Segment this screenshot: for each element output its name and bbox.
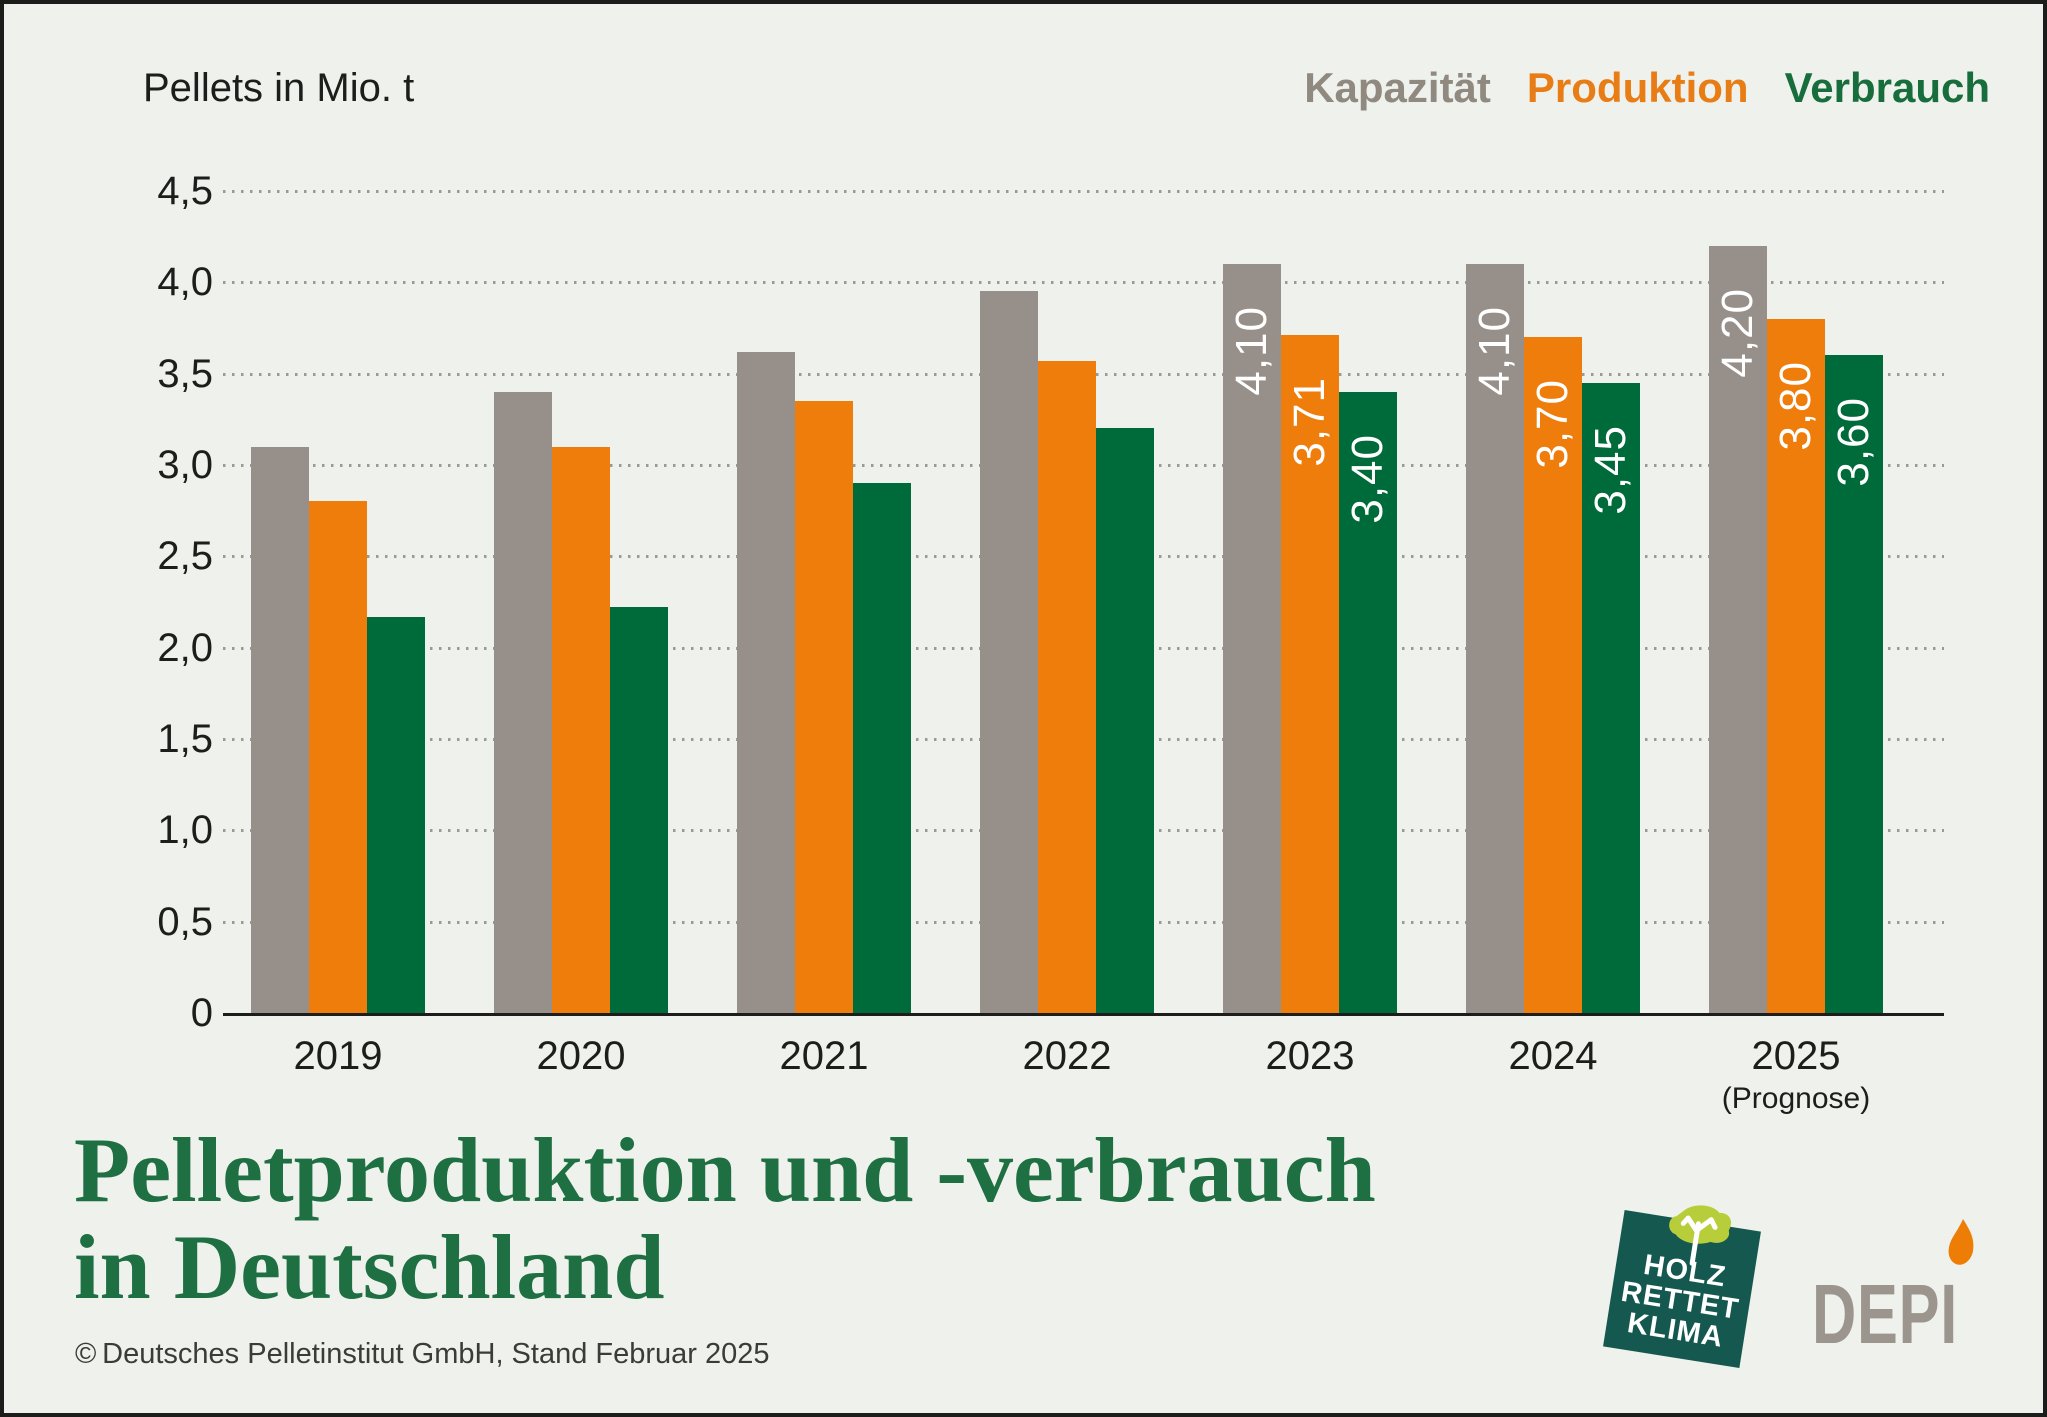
bar-kapazitaet-2023: 4,10 [1223,264,1281,1013]
legend-item-verbrauch: Verbrauch [1784,64,1990,111]
y-tick-label: 0,5 [157,899,213,944]
x-tick-label-2023: 2023 [1265,1034,1355,1078]
depi-text: DEPI [1812,1267,1959,1361]
y-tick-label: 2,5 [157,534,213,579]
bar-verbrauch-2021 [853,483,911,1013]
bar-value-label: 3,80 [1771,361,1820,451]
bar-verbrauch-2019 [367,617,425,1013]
y-tick-label: 3,0 [157,442,213,487]
bar-value-label: 4,10 [1470,306,1519,396]
y-axis-unit-label: Pellets in Mio. t [143,66,415,110]
bar-value-label: 4,10 [1227,306,1276,396]
holz-rettet-klima-text: HOLZ RETTET KLIMA [1618,1248,1742,1354]
bar-kapazitaet-2022 [980,291,1038,1013]
bar-produktion-2020 [552,447,610,1013]
y-tick-label: 1,0 [157,808,213,853]
x-tick-note-2025: (Prognose) [1721,1082,1871,1115]
bar-produktion-2023: 3,71 [1281,335,1339,1013]
legend: Kapazität Produktion Verbrauch [1304,64,1990,112]
bar-kapazitaet-2020 [494,392,552,1013]
x-tick-label-2025: 2025 [1751,1034,1841,1078]
bar-verbrauch-2025: 3,60 [1825,355,1883,1013]
bar-value-label: 4,20 [1713,288,1762,378]
copyright-note: © Deutsches Pelletinstitut GmbH, Stand F… [75,1338,770,1370]
bar-value-label: 3,60 [1829,397,1878,487]
legend-item-produktion: Produktion [1526,64,1749,111]
chart-title-line1: Pelletproduktion und -verbrauch [74,1119,1376,1221]
y-tick-label: 1,5 [157,716,213,761]
bar-produktion-2022 [1038,361,1096,1013]
depi-logo: DEPI [1812,1219,2012,1363]
bar-kapazitaet-2019 [251,447,309,1013]
bar-produktion-2025: 3,80 [1767,319,1825,1013]
bar-kapazitaet-2025: 4,20 [1709,246,1767,1013]
x-tick-label-2022: 2022 [1022,1034,1112,1078]
y-tick-label: 0 [190,991,213,1035]
bar-value-label: 3,70 [1528,379,1577,469]
bar-kapazitaet-2021 [737,352,795,1013]
legend-item-kapazitaet: Kapazität [1304,64,1491,111]
x-tick-label-2021: 2021 [779,1034,869,1078]
bar-value-label: 3,71 [1285,377,1334,467]
bar-produktion-2024: 3,70 [1524,337,1582,1013]
bar-kapazitaet-2024: 4,10 [1466,264,1524,1013]
chart-title: Pelletproduktion und -verbrauch in Deuts… [74,1122,1376,1316]
bar-verbrauch-2024: 3,45 [1582,383,1640,1013]
bar-verbrauch-2023: 3,40 [1339,392,1397,1013]
bar-produktion-2021 [795,401,853,1013]
x-axis-line [223,1013,1944,1016]
gridline-4,0 [223,281,1944,285]
x-tick-label-2019: 2019 [293,1034,383,1078]
bar-verbrauch-2020 [610,607,668,1013]
bar-verbrauch-2022 [1096,428,1154,1013]
chart-title-line2: in Deutschland [74,1216,665,1318]
x-tick-label-2020: 2020 [536,1034,626,1078]
flame-icon [1948,1219,1974,1265]
holz-rettet-klima-logo: HOLZ RETTET KLIMA [1603,1205,1761,1368]
y-tick-label: 2,0 [157,625,213,670]
x-tick-label-2024: 2024 [1508,1034,1598,1078]
bar-value-label: 3,45 [1586,425,1635,515]
bar-value-label: 3,40 [1343,434,1392,524]
gridline-4,5 [223,189,1944,193]
y-tick-label: 4,5 [157,168,213,213]
y-tick-label: 3,5 [157,351,213,396]
bar-produktion-2019 [309,501,367,1013]
y-tick-label: 4,0 [157,260,213,305]
tree-icon [1669,1205,1732,1266]
